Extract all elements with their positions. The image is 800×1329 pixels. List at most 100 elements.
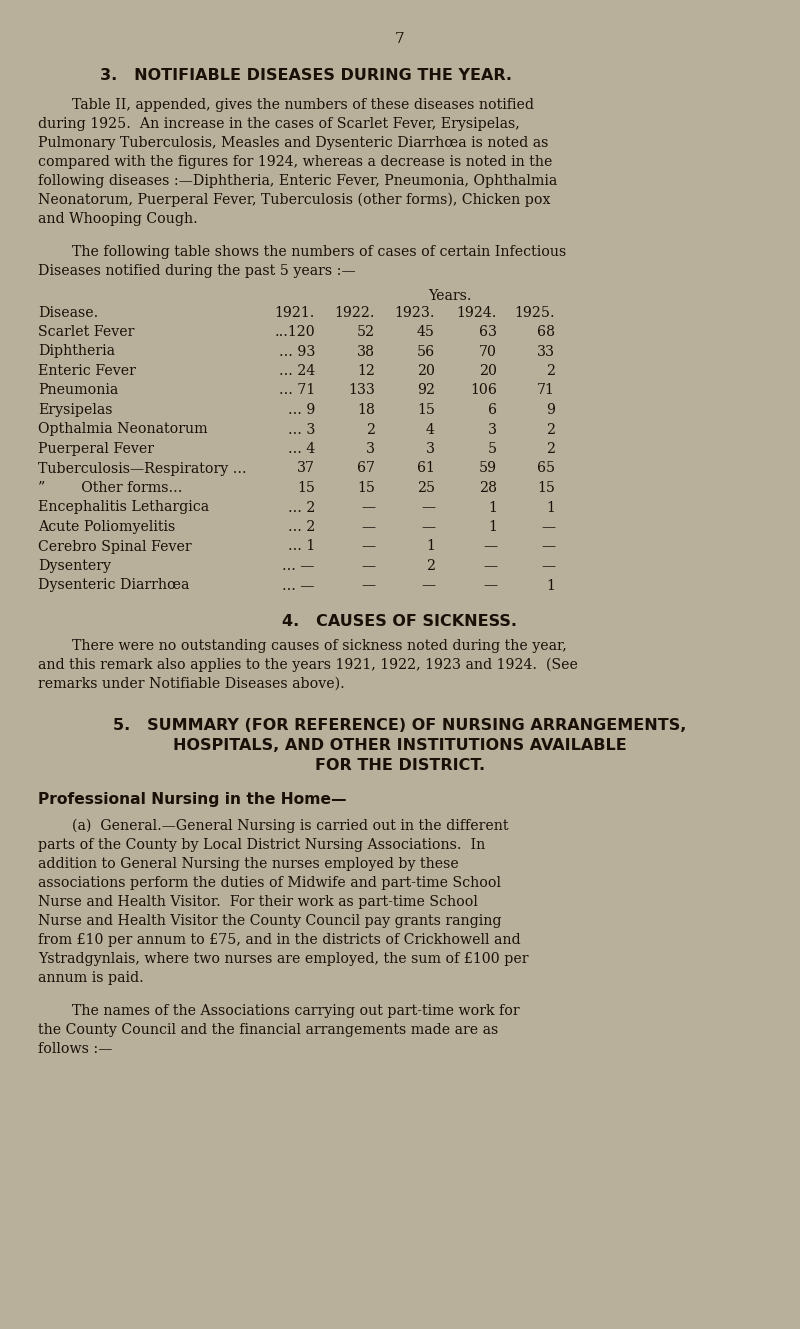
Text: 1: 1: [546, 578, 555, 593]
Text: ... 1: ... 1: [288, 540, 315, 553]
Text: compared with the figures for 1924, whereas a decrease is noted in the: compared with the figures for 1924, wher…: [38, 155, 552, 169]
Text: 1921.: 1921.: [274, 306, 315, 320]
Text: the County Council and the financial arrangements made are as: the County Council and the financial arr…: [38, 1023, 498, 1037]
Text: 56: 56: [417, 344, 435, 359]
Text: —: —: [483, 578, 497, 593]
Text: Scarlet Fever: Scarlet Fever: [38, 326, 134, 339]
Text: 3.   NOTIFIABLE DISEASES DURING THE YEAR.: 3. NOTIFIABLE DISEASES DURING THE YEAR.: [100, 68, 512, 82]
Text: ... 93: ... 93: [278, 344, 315, 359]
Text: following diseases :—Diphtheria, Enteric Fever, Pneumonia, Ophthalmia: following diseases :—Diphtheria, Enteric…: [38, 174, 558, 187]
Text: 4.   CAUSES OF SICKNESS.: 4. CAUSES OF SICKNESS.: [282, 614, 518, 629]
Text: 3: 3: [426, 443, 435, 456]
Text: 1922.: 1922.: [334, 306, 375, 320]
Text: ”        Other forms...: ” Other forms...: [38, 481, 182, 494]
Text: 61: 61: [417, 461, 435, 476]
Text: 2: 2: [366, 423, 375, 436]
Text: Tuberculosis—Respiratory ...: Tuberculosis—Respiratory ...: [38, 461, 246, 476]
Text: The following table shows the numbers of cases of certain Infectious: The following table shows the numbers of…: [72, 245, 566, 259]
Text: ... 71: ... 71: [278, 384, 315, 397]
Text: FOR THE DISTRICT.: FOR THE DISTRICT.: [315, 758, 485, 773]
Text: 6: 6: [488, 403, 497, 417]
Text: 15: 15: [297, 481, 315, 494]
Text: during 1925.  An increase in the cases of Scarlet Fever, Erysipelas,: during 1925. An increase in the cases of…: [38, 117, 520, 132]
Text: 2: 2: [546, 443, 555, 456]
Text: 15: 15: [417, 403, 435, 417]
Text: 37: 37: [297, 461, 315, 476]
Text: 25: 25: [417, 481, 435, 494]
Text: ... —: ... —: [282, 578, 315, 593]
Text: addition to General Nursing the nurses employed by these: addition to General Nursing the nurses e…: [38, 857, 458, 870]
Text: ... 2: ... 2: [288, 520, 315, 534]
Text: Dysentery: Dysentery: [38, 560, 111, 573]
Text: Ystradgynlais, where two nurses are employed, the sum of £100 per: Ystradgynlais, where two nurses are empl…: [38, 952, 529, 966]
Text: Professional Nursing in the Home—: Professional Nursing in the Home—: [38, 792, 346, 807]
Text: —: —: [541, 540, 555, 553]
Text: —: —: [361, 578, 375, 593]
Text: Opthalmia Neonatorum: Opthalmia Neonatorum: [38, 423, 208, 436]
Text: There were no outstanding causes of sickness noted during the year,: There were no outstanding causes of sick…: [72, 639, 566, 653]
Text: Cerebro Spinal Fever: Cerebro Spinal Fever: [38, 540, 192, 553]
Text: 71: 71: [537, 384, 555, 397]
Text: ...120: ...120: [274, 326, 315, 339]
Text: 106: 106: [470, 384, 497, 397]
Text: 2: 2: [426, 560, 435, 573]
Text: ... 9: ... 9: [288, 403, 315, 417]
Text: ... 3: ... 3: [288, 423, 315, 436]
Text: 20: 20: [479, 364, 497, 377]
Text: Neonatorum, Puerperal Fever, Tuberculosis (other forms), Chicken pox: Neonatorum, Puerperal Fever, Tuberculosi…: [38, 193, 550, 207]
Text: Erysipelas: Erysipelas: [38, 403, 113, 417]
Text: and this remark also applies to the years 1921, 1922, 1923 and 1924.  (See: and this remark also applies to the year…: [38, 658, 578, 672]
Text: ... 24: ... 24: [278, 364, 315, 377]
Text: 1925.: 1925.: [514, 306, 555, 320]
Text: Pneumonia: Pneumonia: [38, 384, 118, 397]
Text: Dysenteric Diarrhœa: Dysenteric Diarrhœa: [38, 578, 190, 593]
Text: and Whooping Cough.: and Whooping Cough.: [38, 213, 198, 226]
Text: 2: 2: [546, 423, 555, 436]
Text: 133: 133: [348, 384, 375, 397]
Text: 7: 7: [395, 32, 405, 47]
Text: 68: 68: [537, 326, 555, 339]
Text: Acute Poliomyelitis: Acute Poliomyelitis: [38, 520, 175, 534]
Text: 65: 65: [537, 461, 555, 476]
Text: 92: 92: [417, 384, 435, 397]
Text: ... 2: ... 2: [288, 501, 315, 514]
Text: 15: 15: [357, 481, 375, 494]
Text: 15: 15: [537, 481, 555, 494]
Text: The names of the Associations carrying out part-time work for: The names of the Associations carrying o…: [72, 1003, 520, 1018]
Text: Nurse and Health Visitor the County Council pay grants ranging: Nurse and Health Visitor the County Coun…: [38, 914, 502, 928]
Text: 1: 1: [488, 520, 497, 534]
Text: 1: 1: [426, 540, 435, 553]
Text: —: —: [483, 540, 497, 553]
Text: 18: 18: [357, 403, 375, 417]
Text: Nurse and Health Visitor.  For their work as part-time School: Nurse and Health Visitor. For their work…: [38, 894, 478, 909]
Text: —: —: [421, 501, 435, 514]
Text: 70: 70: [479, 344, 497, 359]
Text: —: —: [361, 501, 375, 514]
Text: —: —: [421, 520, 435, 534]
Text: 12: 12: [357, 364, 375, 377]
Text: 59: 59: [479, 461, 497, 476]
Text: Puerperal Fever: Puerperal Fever: [38, 443, 154, 456]
Text: follows :—: follows :—: [38, 1042, 112, 1057]
Text: (a)  General.—General Nursing is carried out in the different: (a) General.—General Nursing is carried …: [72, 819, 509, 833]
Text: 4: 4: [426, 423, 435, 436]
Text: Enteric Fever: Enteric Fever: [38, 364, 136, 377]
Text: Diphtheria: Diphtheria: [38, 344, 115, 359]
Text: 3: 3: [366, 443, 375, 456]
Text: associations perform the duties of Midwife and part-time School: associations perform the duties of Midwi…: [38, 876, 501, 890]
Text: 1924.: 1924.: [457, 306, 497, 320]
Text: —: —: [483, 560, 497, 573]
Text: 63: 63: [479, 326, 497, 339]
Text: —: —: [361, 540, 375, 553]
Text: 45: 45: [417, 326, 435, 339]
Text: —: —: [541, 520, 555, 534]
Text: Pulmonary Tuberculosis, Measles and Dysenteric Diarrhœa is noted as: Pulmonary Tuberculosis, Measles and Dyse…: [38, 136, 548, 150]
Text: —: —: [421, 578, 435, 593]
Text: annum is paid.: annum is paid.: [38, 971, 144, 985]
Text: Disease.: Disease.: [38, 306, 98, 320]
Text: ... 4: ... 4: [288, 443, 315, 456]
Text: —: —: [361, 560, 375, 573]
Text: 20: 20: [417, 364, 435, 377]
Text: 67: 67: [357, 461, 375, 476]
Text: HOSPITALS, AND OTHER INSTITUTIONS AVAILABLE: HOSPITALS, AND OTHER INSTITUTIONS AVAILA…: [173, 738, 627, 754]
